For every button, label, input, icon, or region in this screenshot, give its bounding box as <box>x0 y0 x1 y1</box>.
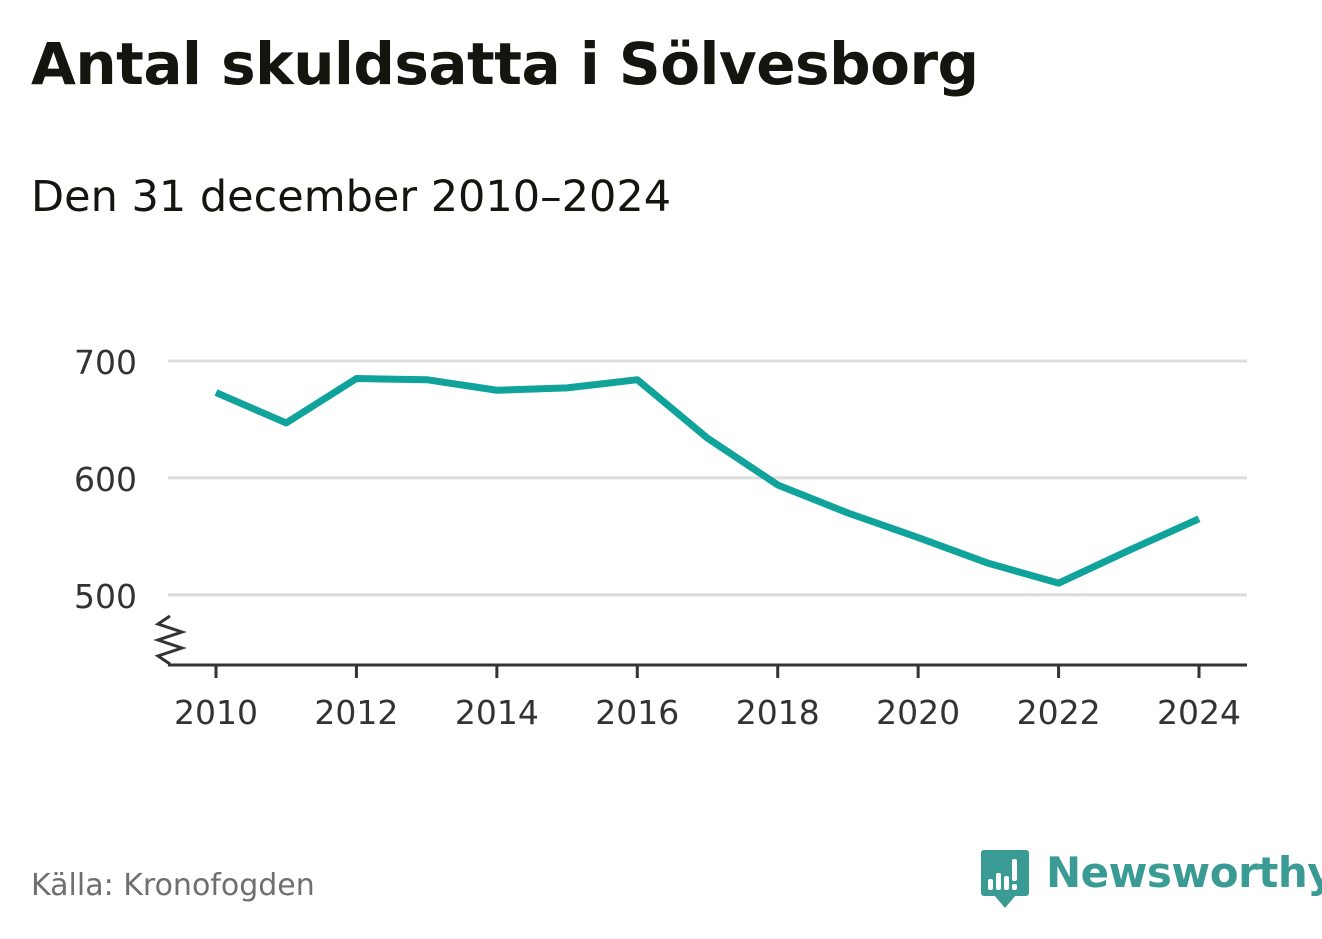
data-point-2018 <box>774 481 781 488</box>
x-tick-label: 2012 <box>314 693 398 732</box>
data-point-2024 <box>1196 515 1203 522</box>
x-tick-labels: 2010 2012 2014 2016 2018 2020 2022 2024 <box>174 693 1241 732</box>
x-tick-label: 2024 <box>1157 693 1241 732</box>
data-point-2022 <box>1055 580 1062 587</box>
brand-name: Newsworthy <box>1046 848 1322 897</box>
x-axis <box>153 614 1247 678</box>
y-tick-label: 500 <box>74 577 137 616</box>
x-tick-label: 2010 <box>174 693 258 732</box>
data-point-2011 <box>283 419 290 426</box>
gridlines <box>168 359 1247 597</box>
y-tick-label: 600 <box>74 460 137 499</box>
data-point-2012 <box>353 375 360 382</box>
series-line <box>214 375 1201 587</box>
data-point-2014 <box>493 387 500 394</box>
series <box>213 375 1203 587</box>
data-point-2013 <box>423 376 430 383</box>
x-tick-label: 2014 <box>455 693 539 732</box>
newsworthy-logo-icon <box>981 850 1029 908</box>
x-tick-label: 2016 <box>595 693 679 732</box>
data-point-2010 <box>213 389 220 396</box>
data-point-2021 <box>985 560 992 567</box>
chart-subtitle: Den 31 december 2010–2024 <box>31 172 672 222</box>
data-point-2023 <box>1125 547 1132 554</box>
data-point-2020 <box>915 534 922 541</box>
x-tick-label: 2018 <box>736 693 820 732</box>
x-tick-label: 2022 <box>1017 693 1101 732</box>
y-tick-labels: 500 600 700 <box>74 343 137 616</box>
x-tick-label: 2020 <box>876 693 960 732</box>
axis-break-icon <box>153 614 187 666</box>
data-point-2016 <box>634 376 641 383</box>
data-point-2015 <box>564 384 571 391</box>
chart-title: Antal skuldsatta i Sölvesborg <box>31 30 979 98</box>
data-point-2019 <box>844 510 851 517</box>
y-tick-label: 700 <box>74 343 137 382</box>
data-point-2017 <box>704 435 711 442</box>
brand: Newsworthy <box>980 848 1322 912</box>
source-note: Källa: Kronofogden <box>31 868 315 903</box>
